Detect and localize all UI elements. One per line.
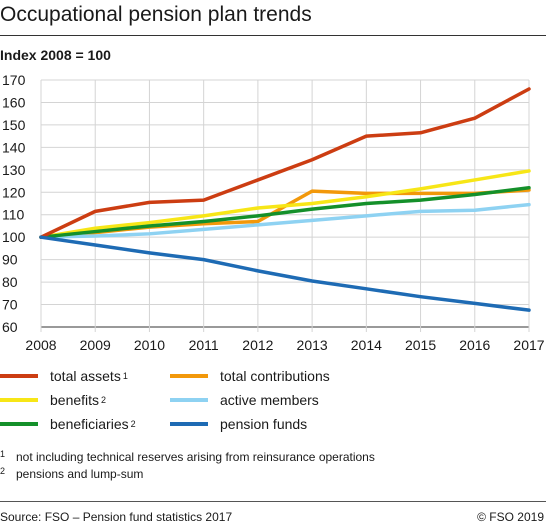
footnote-marker: 2 bbox=[0, 466, 6, 476]
source-text: Source: FSO – Pension fund statistics 20… bbox=[0, 510, 233, 524]
footer-divider bbox=[0, 501, 546, 502]
legend-label: pension funds bbox=[220, 416, 308, 432]
legend-label: total contributions bbox=[220, 368, 330, 384]
chart-title: Occupational pension plan trends bbox=[0, 3, 312, 26]
legend-item-beneficiaries: beneficiaries 2 bbox=[0, 414, 136, 434]
legend-item-pension-funds: pension funds bbox=[170, 414, 307, 434]
y-tick-label: 100 bbox=[2, 229, 26, 245]
legend-item-total-contributions: total contributions bbox=[170, 366, 330, 386]
legend-swatch bbox=[170, 422, 208, 426]
legend-label: total assets bbox=[50, 368, 121, 384]
legend-swatch bbox=[0, 398, 38, 402]
y-tick-label: 90 bbox=[2, 252, 18, 268]
x-tick-label: 2011 bbox=[189, 337, 219, 353]
legend-item-total-assets: total assets 1 bbox=[0, 366, 128, 386]
y-tick-label: 80 bbox=[2, 274, 18, 290]
series-line-active-members bbox=[39, 202, 531, 239]
x-tick-label: 2017 bbox=[513, 337, 544, 353]
x-tick-label: 2013 bbox=[297, 337, 328, 353]
series-line-benefits bbox=[39, 169, 531, 239]
y-tick-label: 160 bbox=[2, 94, 26, 110]
legend-note-marker: 2 bbox=[130, 419, 136, 429]
footnote-text: not including technical reserves arising… bbox=[16, 450, 375, 464]
legend-label: active members bbox=[220, 392, 319, 408]
y-tick-label: 120 bbox=[2, 184, 26, 200]
series-line-total-assets bbox=[39, 87, 531, 239]
y-tick-label: 60 bbox=[2, 319, 18, 335]
x-tick-label: 2015 bbox=[405, 337, 436, 353]
x-tick-label: 2009 bbox=[80, 337, 111, 353]
x-tick-label: 2010 bbox=[134, 337, 165, 353]
legend-item-benefits: benefits 2 bbox=[0, 390, 106, 410]
series-line-beneficiaries bbox=[39, 186, 531, 239]
legend-note-marker: 2 bbox=[101, 395, 107, 405]
y-tick-label: 140 bbox=[2, 139, 26, 155]
x-tick-label: 2012 bbox=[242, 337, 273, 353]
series-line-pension-funds bbox=[39, 235, 531, 312]
legend-item-active-members: active members bbox=[170, 390, 319, 410]
legend-note-marker: 1 bbox=[122, 371, 128, 381]
x-tick-label: 2008 bbox=[25, 337, 56, 353]
line-chart: 60 70 80 90 100 110 120 130 140 150 160 170 2008 2009… bbox=[2, 72, 545, 353]
y-tick-label: 130 bbox=[2, 162, 26, 178]
legend-label: beneficiaries bbox=[50, 416, 129, 432]
footnote-text: pensions and lump-sum bbox=[16, 467, 144, 481]
footnote-1: 1 not including technical reserves arisi… bbox=[0, 449, 375, 466]
title-divider bbox=[0, 35, 546, 36]
y-tick-label: 110 bbox=[2, 207, 25, 223]
y-tick-label: 170 bbox=[2, 72, 26, 88]
legend: total assets 1 total contributions benefi… bbox=[0, 366, 546, 446]
legend-swatch bbox=[170, 374, 208, 378]
y-tick-label: 150 bbox=[2, 117, 26, 133]
legend-swatch bbox=[0, 422, 38, 426]
legend-swatch bbox=[0, 374, 38, 378]
x-tick-label: 2014 bbox=[351, 337, 382, 353]
copyright-text: © FSO 2019 bbox=[477, 510, 544, 524]
chart-subtitle: Index 2008 = 100 bbox=[0, 47, 111, 63]
footnote-2: 2 pensions and lump-sum bbox=[0, 466, 375, 483]
footnotes: 1 not including technical reserves arisi… bbox=[0, 449, 375, 483]
footnote-marker: 1 bbox=[0, 449, 6, 459]
y-tick-label: 70 bbox=[2, 297, 18, 313]
legend-label: benefits bbox=[50, 392, 100, 408]
x-tick-label: 2016 bbox=[459, 337, 490, 353]
legend-swatch bbox=[170, 398, 208, 402]
